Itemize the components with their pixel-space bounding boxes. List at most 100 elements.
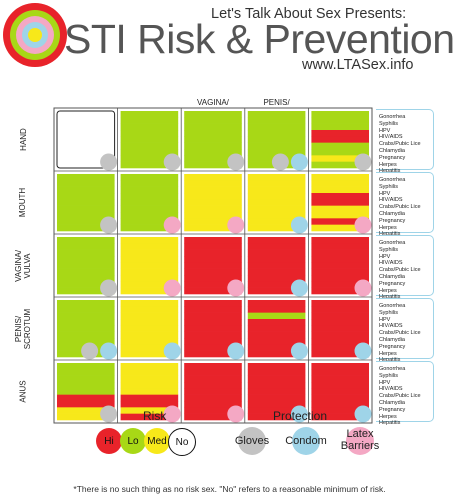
sti-label: Herpes: [379, 287, 397, 294]
risk-band-lo: [120, 142, 179, 150]
sti-label: HIV/AIDS: [379, 260, 403, 267]
sti-label: HIV/AIDS: [379, 197, 403, 204]
risk-band-med: [247, 193, 306, 200]
risk-band-hi: [184, 243, 242, 250]
risk-band-hi: [247, 375, 306, 383]
risk-band-med: [184, 224, 242, 232]
risk-band-hi: [247, 319, 306, 326]
risk-band-lo: [57, 338, 115, 345]
risk-band-med: [120, 350, 179, 358]
risk-band-lo: [57, 186, 115, 194]
gloves-protection-dot: [81, 342, 99, 360]
risk-band-med: [120, 300, 179, 307]
risk-band-lo: [120, 155, 179, 162]
risk-band-hi: [184, 287, 242, 295]
risk-band-lo: [184, 111, 242, 118]
risk-band-lo: [57, 325, 115, 332]
sti-label: Crabs/Pubic Lice: [379, 204, 421, 211]
risk-band-med: [184, 212, 242, 219]
gloves-protection-dot: [227, 153, 245, 171]
risk-band-hi: [311, 312, 369, 320]
risk-band-hi: [311, 287, 369, 295]
risk-band-lo: [311, 123, 369, 131]
sti-label: HPV: [379, 127, 391, 134]
risk-band-hi: [184, 281, 242, 288]
risk-band-med: [120, 407, 179, 414]
risk-band-lo: [57, 281, 115, 288]
sti-label: Crabs/Pubic Lice: [379, 330, 421, 337]
risk-band-lo: [57, 243, 115, 250]
risk-band-lo: [57, 275, 115, 282]
sti-label: Chlamydia: [379, 273, 405, 280]
gloves-protection-dot: [354, 153, 372, 171]
risk-band-hi: [184, 394, 242, 402]
sti-label: Hepatitis: [379, 420, 401, 427]
sti-label: Chlamydia: [379, 399, 405, 406]
risk-band-hi: [311, 319, 369, 326]
risk-band-lo: [57, 375, 115, 383]
sti-label: HPV: [379, 190, 391, 197]
risk-band-med: [184, 180, 242, 187]
barrier-protection-dot: [227, 279, 245, 297]
risk-band-hi: [247, 237, 306, 244]
risk-band-lo: [247, 111, 306, 118]
risk-band-hi: [184, 262, 242, 269]
risk-band-lo: [184, 161, 242, 169]
risk-band-med: [184, 205, 242, 213]
legend-risk-title: Risk: [143, 409, 167, 423]
gloves-protection-dot: [271, 153, 289, 171]
risk-band-med: [247, 224, 306, 232]
condom-protection-dot: [354, 405, 372, 423]
website-url[interactable]: www.LTASex.info: [302, 57, 414, 73]
risk-band-med: [311, 174, 369, 181]
sti-label: Crabs/Pubic Lice: [379, 267, 421, 274]
risk-band-hi: [311, 300, 369, 307]
gloves-protection-dot: [163, 153, 181, 171]
footer-note: *There is no such thing as no risk sex. …: [73, 484, 386, 494]
sti-label: Crabs/Pubic Lice: [379, 393, 421, 400]
risk-band-lo: [57, 312, 115, 320]
sti-list: Gonorrhea Syphilis HPV HIV/AIDS Crabs/Pubic …: [376, 172, 434, 237]
risk-band-hi: [311, 344, 369, 351]
risk-band-lo: [57, 180, 115, 187]
risk-band-hi: [247, 338, 306, 345]
risk-band-med: [120, 256, 179, 263]
risk-band-hi: [311, 413, 369, 421]
risk-band-hi: [311, 243, 369, 250]
risk-band-lo: [57, 237, 115, 244]
risk-band-lo: [120, 130, 179, 137]
risk-band-hi: [311, 193, 369, 200]
risk-band-hi: [247, 394, 306, 402]
risk-band-lo: [184, 149, 242, 156]
legend-barrier-dot: [346, 427, 374, 455]
gloves-protection-dot: [100, 216, 118, 234]
risk-band-med: [120, 331, 179, 339]
sti-label: Syphilis: [379, 246, 398, 253]
risk-band-hi: [311, 350, 369, 358]
risk-band-lo: [120, 193, 179, 200]
sti-label: Crabs/Pubic Lice: [379, 141, 421, 148]
risk-band-hi: [311, 199, 369, 206]
sti-label: Chlamydia: [379, 147, 405, 154]
risk-band-hi: [247, 256, 306, 263]
risk-band-med: [120, 237, 179, 244]
risk-band-hi: [247, 413, 306, 421]
risk-band-med: [120, 243, 179, 250]
risk-band-med: [311, 224, 369, 232]
risk-band-hi: [247, 388, 306, 395]
risk-band-hi: [311, 249, 369, 257]
risk-band-hi: [311, 262, 369, 269]
risk-band-med: [311, 155, 369, 162]
risk-band-lo: [57, 193, 115, 200]
risk-band-lo: [120, 212, 179, 219]
sti-label: Pregnancy: [379, 406, 406, 413]
sti-label: Gonorrhea: [379, 366, 406, 372]
risk-band-lo: [311, 161, 369, 169]
legend-risk-med: Med: [144, 428, 170, 454]
sti-label: Hepatitis: [379, 231, 401, 238]
legend-condom-label: Condom: [285, 435, 327, 447]
sti-label: Hepatitis: [379, 357, 401, 364]
risk-band-lo: [311, 142, 369, 150]
gloves-protection-dot: [100, 279, 118, 297]
